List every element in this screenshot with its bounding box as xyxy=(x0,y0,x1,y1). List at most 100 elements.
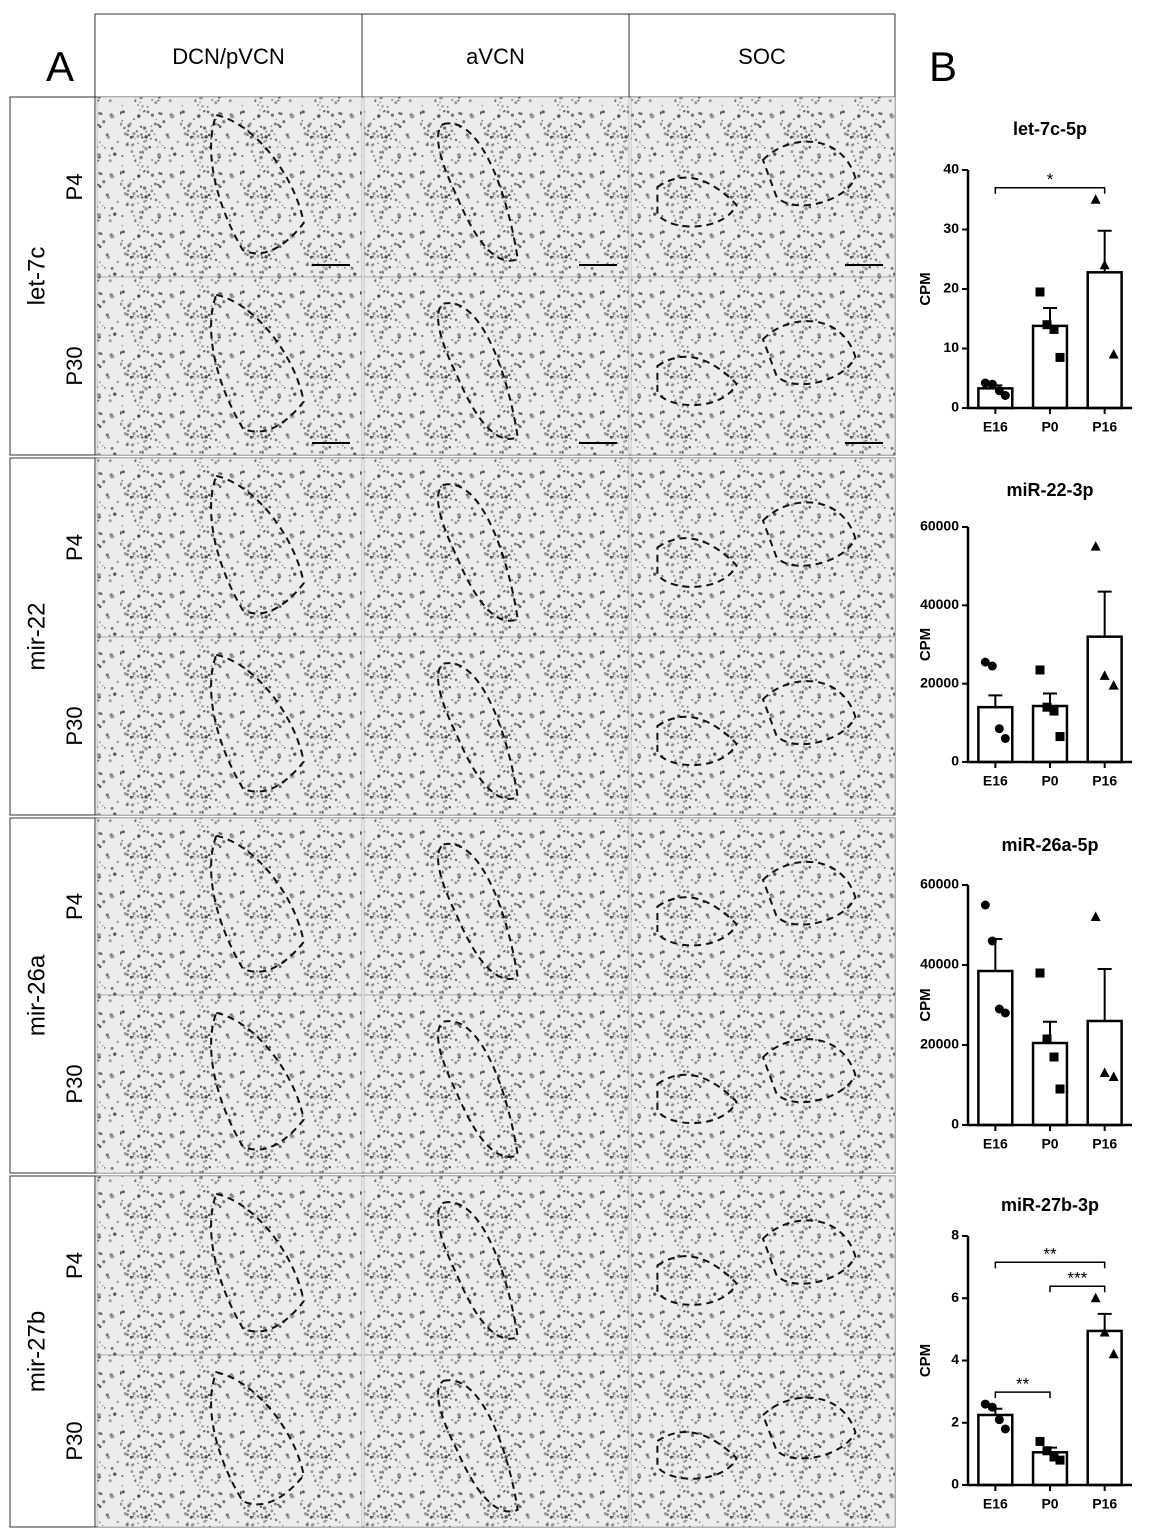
data-point xyxy=(1001,1009,1010,1018)
histology-image xyxy=(364,458,629,637)
significance-label: *** xyxy=(1067,1269,1087,1288)
y-tick-label: 0 xyxy=(951,1476,959,1492)
data-point xyxy=(1036,665,1045,674)
data-point xyxy=(1001,391,1010,400)
histology-image xyxy=(364,97,629,277)
data-point xyxy=(1056,1085,1065,1094)
chart-title: miR-22-3p xyxy=(1006,480,1093,500)
x-tick-label: P16 xyxy=(1092,419,1117,435)
gene-label: mir-22 xyxy=(23,602,50,670)
data-point xyxy=(1036,969,1045,978)
y-axis-label: CPM xyxy=(917,272,934,305)
chart-title: miR-26a-5p xyxy=(1001,835,1098,855)
histology-image xyxy=(97,458,362,637)
histology-image xyxy=(97,818,362,995)
data-point xyxy=(1056,353,1065,362)
histology-image xyxy=(631,1176,895,1355)
data-point xyxy=(995,724,1004,733)
y-axis-label: CPM xyxy=(917,1344,934,1377)
y-tick-label: 60000 xyxy=(920,518,959,534)
bar xyxy=(1088,272,1122,408)
column-header: DCN/pVCN xyxy=(172,44,284,69)
y-axis-label: CPM xyxy=(917,988,934,1021)
bar xyxy=(1033,326,1067,408)
data-point xyxy=(1056,732,1065,741)
data-point xyxy=(1100,260,1110,270)
x-tick-label: P16 xyxy=(1092,773,1117,789)
data-point xyxy=(1091,912,1101,922)
y-tick-label: 0 xyxy=(951,1116,959,1132)
data-point xyxy=(1091,194,1101,204)
age-label: P4 xyxy=(62,893,87,920)
data-point xyxy=(1091,1293,1101,1303)
histology-image xyxy=(364,277,629,455)
y-tick-label: 40 xyxy=(943,161,959,177)
histology-image xyxy=(97,995,362,1173)
error-bar xyxy=(1098,969,1112,1021)
gene-label: mir-26a xyxy=(23,954,50,1036)
bar xyxy=(1088,1331,1122,1485)
histology-image xyxy=(631,637,895,815)
histology-image xyxy=(631,458,895,637)
age-label: P30 xyxy=(62,706,87,745)
data-point xyxy=(1036,287,1045,296)
y-tick-label: 10 xyxy=(943,339,959,355)
figure: A B DCN/pVCNaVCNSOClet-7cP4P30mir-22P4P3… xyxy=(0,0,1158,1529)
y-tick-label: 20000 xyxy=(920,1036,959,1052)
histology-image xyxy=(631,277,895,455)
data-point xyxy=(988,662,997,671)
y-tick-label: 40000 xyxy=(920,956,959,972)
histology-image xyxy=(631,995,895,1173)
gene-label: let-7c xyxy=(23,247,50,306)
data-point xyxy=(1050,325,1059,334)
y-tick-label: 30 xyxy=(943,220,959,236)
x-tick-label: P0 xyxy=(1041,1136,1058,1152)
data-point xyxy=(981,901,990,910)
x-tick-label: E16 xyxy=(983,1496,1008,1512)
panel-label: A xyxy=(46,43,74,90)
x-tick-label: P0 xyxy=(1041,773,1058,789)
data-point xyxy=(1050,707,1059,716)
histology-image xyxy=(364,637,629,815)
significance-label: ** xyxy=(1043,1245,1057,1264)
gene-label: mir-27b xyxy=(23,1311,50,1392)
significance-label: ** xyxy=(1016,1375,1030,1394)
histology-image xyxy=(631,818,895,995)
y-tick-label: 4 xyxy=(951,1351,959,1367)
x-tick-label: E16 xyxy=(983,773,1008,789)
data-point xyxy=(995,1415,1004,1424)
column-header: SOC xyxy=(738,44,786,69)
age-label: P4 xyxy=(62,534,87,561)
significance-label: * xyxy=(1047,170,1054,189)
data-point xyxy=(1001,734,1010,743)
error-bar xyxy=(988,695,1002,707)
data-point xyxy=(988,380,997,389)
age-label: P30 xyxy=(62,1421,87,1460)
y-tick-label: 20 xyxy=(943,280,959,296)
histology-image xyxy=(631,97,895,277)
data-point xyxy=(988,937,997,946)
histology-image xyxy=(97,637,362,815)
data-point xyxy=(1056,1456,1065,1465)
y-tick-label: 40000 xyxy=(920,596,959,612)
histology-image xyxy=(364,818,629,995)
age-label: P4 xyxy=(62,1252,87,1279)
x-tick-label: P0 xyxy=(1041,419,1058,435)
x-tick-label: P16 xyxy=(1092,1496,1117,1512)
y-tick-label: 2 xyxy=(951,1413,959,1429)
chart-title: let-7c-5p xyxy=(1013,119,1087,139)
histology-image xyxy=(97,97,362,277)
data-point xyxy=(1001,1424,1010,1433)
histology-image xyxy=(364,995,629,1173)
data-point xyxy=(1091,541,1101,551)
histology-image xyxy=(364,1355,629,1527)
x-tick-label: P16 xyxy=(1092,1136,1117,1152)
bar xyxy=(978,971,1012,1125)
y-tick-label: 6 xyxy=(951,1289,959,1305)
panel-label: B xyxy=(929,43,957,90)
histology-image xyxy=(364,1176,629,1355)
histology-image xyxy=(97,1176,362,1355)
y-tick-label: 0 xyxy=(951,399,959,415)
data-point xyxy=(988,1403,997,1412)
y-tick-label: 0 xyxy=(951,753,959,769)
